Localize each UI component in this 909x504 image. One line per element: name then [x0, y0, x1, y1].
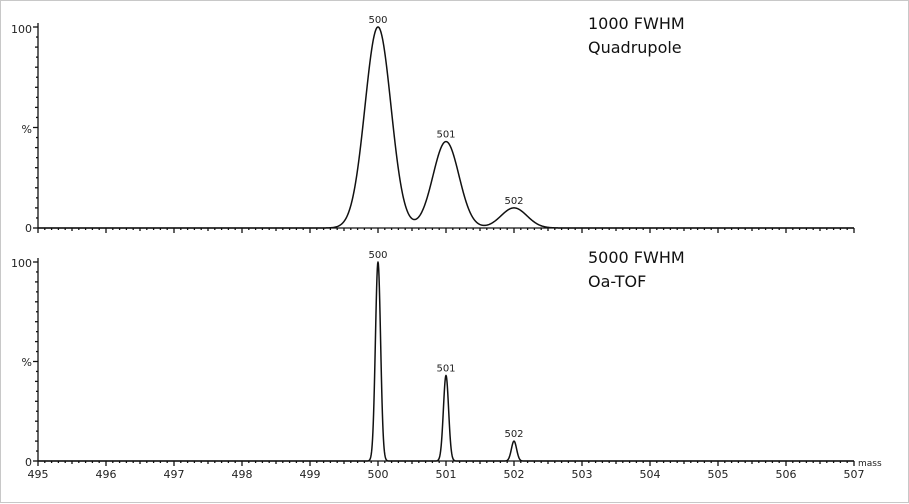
peak-label-501: 501 [436, 363, 455, 374]
x-tick-label-498: 498 [232, 468, 253, 481]
x-tick-label-497: 497 [164, 468, 185, 481]
x-tick-label-503: 503 [572, 468, 593, 481]
bottom-y-label: % [22, 356, 32, 369]
x-tick-label-505: 505 [708, 468, 729, 481]
oa-tof-spectrum-line [37, 261, 855, 462]
x-tick-label-506: 506 [776, 468, 797, 481]
x-tick-label-507: 507 [844, 468, 865, 481]
peak-label-500: 500 [368, 15, 387, 26]
top-y-tick-0: 0 [25, 222, 32, 235]
top-chart-subtitle: Quadrupole [588, 38, 682, 57]
quadrupole-panel: 1000 FWHM Quadrupole 100 % 0 500 501 502 [11, 14, 855, 235]
x-tick-label-499: 499 [300, 468, 321, 481]
peak-label-501: 501 [436, 130, 455, 141]
top-chart-title: 1000 FWHM [588, 14, 685, 33]
peak-label-502: 502 [504, 196, 523, 207]
x-tick-label-502: 502 [504, 468, 525, 481]
bottom-y-tick-100: 100 [11, 257, 32, 270]
x-tick-label-496: 496 [96, 468, 117, 481]
bottom-chart-title: 5000 FWHM [588, 248, 685, 267]
bottom-chart-subtitle: Oa-TOF [588, 272, 646, 291]
peak-label-500: 500 [368, 250, 387, 261]
x-tick-label-500: 500 [368, 468, 389, 481]
x-tick-label-504: 504 [640, 468, 661, 481]
x-tick-label-501: 501 [436, 468, 457, 481]
x-tick-label-495: 495 [28, 468, 49, 481]
peak-label-502: 502 [504, 429, 523, 440]
top-y-tick-100: 100 [11, 23, 32, 36]
x-axis-label: mass [858, 459, 882, 469]
oa-tof-panel: 5000 FWHM Oa-TOF 100 % 0 500 501 502 495 49… [11, 248, 882, 481]
top-y-label: % [22, 123, 32, 136]
bottom-y-tick-0: 0 [25, 456, 32, 469]
quadrupole-spectrum-line [37, 26, 855, 229]
